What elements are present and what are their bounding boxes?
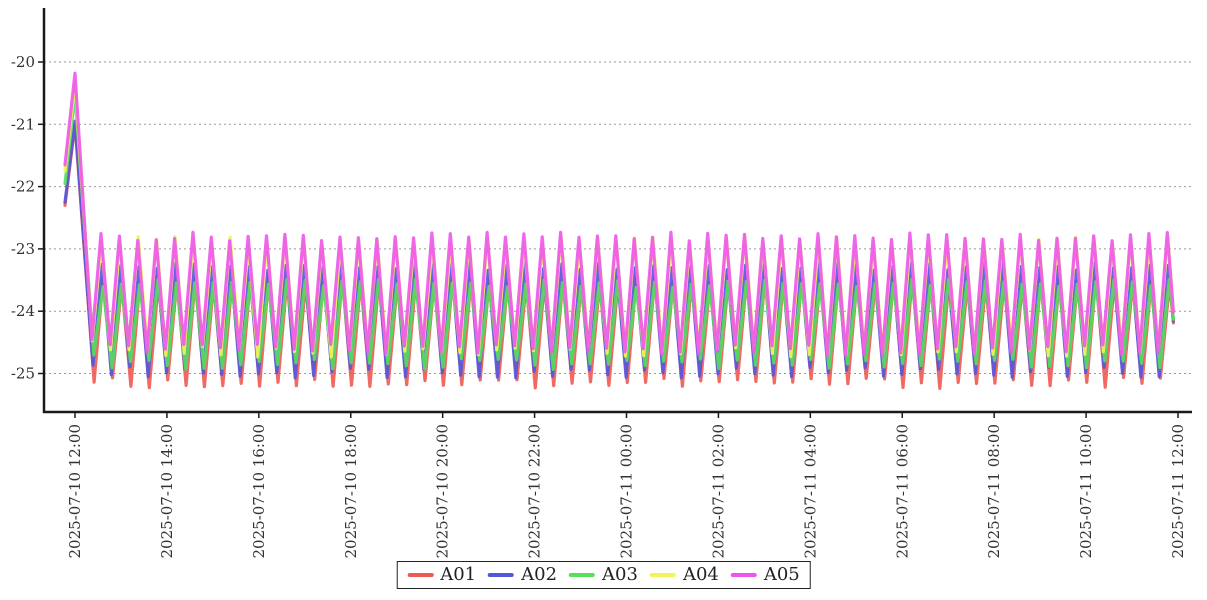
series-line-A05 [63, 71, 1176, 357]
x-tick-label: 2025-07-10 16:00 [250, 424, 268, 558]
x-tick-label: 2025-07-11 06:00 [893, 424, 911, 558]
legend-item-A03: A03 [569, 566, 638, 584]
x-tick-label: 2025-07-10 18:00 [342, 424, 360, 558]
legend-item-A04: A04 [649, 564, 719, 585]
legend-swatch-A02 [488, 573, 515, 577]
series-line-A02 [63, 119, 1176, 380]
legend-swatch-A03 [569, 573, 596, 577]
legend-label: A02 [521, 564, 558, 585]
series-line-A04 [63, 80, 1176, 359]
x-tick-label: 2025-07-11 08:00 [985, 424, 1003, 558]
y-tick-label: -21 [11, 115, 35, 133]
series-lines [63, 71, 1176, 390]
legend-box: A01 A02 A03 A04 A05 [396, 561, 811, 589]
x-tick-label: 2025-07-10 12:00 [66, 424, 84, 558]
x-axis: 2025-07-10 12:00 2025-07-10 14:00 2025-07-… [43, 410, 1192, 558]
legend-item-A02: A02 [488, 566, 557, 584]
y-tick-label: -24 [11, 302, 35, 320]
y-tick-label: -22 [11, 178, 35, 196]
legend-item-A05: A05 [730, 564, 800, 585]
series-line-A03 [63, 92, 1176, 371]
series-line-A01 [63, 122, 1176, 390]
legend-item-A01: A01 [407, 566, 476, 584]
x-tick-label: 2025-07-10 20:00 [434, 424, 452, 558]
y-axis: -20 -21 -22 -23 -24 -25 [11, 8, 46, 413]
x-tick-label: 2025-07-11 00:00 [618, 424, 636, 558]
legend-swatch-A04 [649, 573, 676, 577]
x-tick-label: 2025-07-10 14:00 [158, 424, 176, 558]
x-tick-label: 2025-07-11 04:00 [801, 424, 819, 558]
legend-label: A05 [763, 564, 800, 585]
x-tick-label: 2025-07-11 12:00 [1169, 424, 1187, 558]
x-tick-label: 2025-07-10 22:00 [526, 424, 544, 558]
x-tick-label: 2025-07-11 02:00 [709, 424, 727, 558]
legend-label: A04 [682, 564, 719, 585]
y-tick-label: -23 [11, 240, 35, 258]
y-tick-label: -20 [11, 53, 35, 71]
legend-label: A03 [602, 564, 638, 585]
y-tick-label: -25 [11, 365, 35, 383]
legend-label: A01 [440, 564, 477, 585]
legend-swatch-A05 [730, 573, 757, 577]
x-tick-label: 2025-07-11 10:00 [1077, 424, 1095, 558]
legend-swatch-A01 [407, 573, 434, 577]
